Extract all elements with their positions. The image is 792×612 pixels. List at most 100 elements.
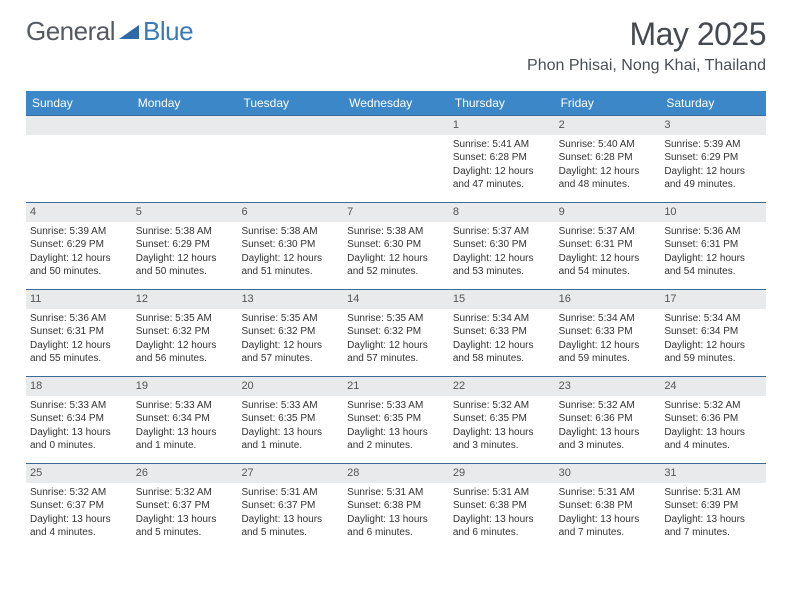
daylight-line: Daylight: 12 hours and 49 minutes. bbox=[664, 165, 762, 192]
sunrise-line: Sunrise: 5:37 AM bbox=[453, 225, 551, 239]
daylight-line: Daylight: 13 hours and 6 minutes. bbox=[453, 513, 551, 540]
sunrise-line: Sunrise: 5:35 AM bbox=[347, 312, 445, 326]
day-number bbox=[343, 116, 449, 135]
calendar-cell: 5Sunrise: 5:38 AMSunset: 6:29 PMDaylight… bbox=[132, 203, 238, 289]
sunrise-line: Sunrise: 5:33 AM bbox=[136, 399, 234, 413]
calendar-cell: 29Sunrise: 5:31 AMSunset: 6:38 PMDayligh… bbox=[449, 464, 555, 550]
day-number: 10 bbox=[660, 203, 766, 222]
sunrise-line: Sunrise: 5:35 AM bbox=[136, 312, 234, 326]
sunrise-line: Sunrise: 5:31 AM bbox=[559, 486, 657, 500]
calendar-week: 18Sunrise: 5:33 AMSunset: 6:34 PMDayligh… bbox=[26, 376, 766, 463]
daylight-line: Daylight: 13 hours and 1 minute. bbox=[136, 426, 234, 453]
calendar-cell: 18Sunrise: 5:33 AMSunset: 6:34 PMDayligh… bbox=[26, 377, 132, 463]
sunset-line: Sunset: 6:34 PM bbox=[664, 325, 762, 339]
sunset-line: Sunset: 6:30 PM bbox=[347, 238, 445, 252]
day-number: 1 bbox=[449, 116, 555, 135]
calendar-cell: 21Sunrise: 5:33 AMSunset: 6:35 PMDayligh… bbox=[343, 377, 449, 463]
calendar-body: 1Sunrise: 5:41 AMSunset: 6:28 PMDaylight… bbox=[26, 115, 766, 550]
calendar-cell bbox=[237, 116, 343, 202]
sunset-line: Sunset: 6:28 PM bbox=[453, 151, 551, 165]
day-number: 7 bbox=[343, 203, 449, 222]
calendar-cell: 19Sunrise: 5:33 AMSunset: 6:34 PMDayligh… bbox=[132, 377, 238, 463]
location: Phon Phisai, Nong Khai, Thailand bbox=[527, 57, 766, 75]
sunset-line: Sunset: 6:38 PM bbox=[559, 499, 657, 513]
day-number: 15 bbox=[449, 290, 555, 309]
sunrise-line: Sunrise: 5:33 AM bbox=[30, 399, 128, 413]
day-number bbox=[237, 116, 343, 135]
title-block: May 2025 Phon Phisai, Nong Khai, Thailan… bbox=[527, 16, 766, 75]
calendar-cell: 14Sunrise: 5:35 AMSunset: 6:32 PMDayligh… bbox=[343, 290, 449, 376]
sunset-line: Sunset: 6:33 PM bbox=[559, 325, 657, 339]
calendar-cell: 8Sunrise: 5:37 AMSunset: 6:30 PMDaylight… bbox=[449, 203, 555, 289]
calendar-cell: 25Sunrise: 5:32 AMSunset: 6:37 PMDayligh… bbox=[26, 464, 132, 550]
daylight-line: Daylight: 12 hours and 50 minutes. bbox=[136, 252, 234, 279]
day-header-cell: Saturday bbox=[660, 91, 766, 115]
daylight-line: Daylight: 12 hours and 55 minutes. bbox=[30, 339, 128, 366]
daylight-line: Daylight: 13 hours and 7 minutes. bbox=[559, 513, 657, 540]
daylight-line: Daylight: 12 hours and 53 minutes. bbox=[453, 252, 551, 279]
calendar-cell: 24Sunrise: 5:32 AMSunset: 6:36 PMDayligh… bbox=[660, 377, 766, 463]
sunset-line: Sunset: 6:36 PM bbox=[559, 412, 657, 426]
sunrise-line: Sunrise: 5:33 AM bbox=[347, 399, 445, 413]
sunset-line: Sunset: 6:38 PM bbox=[453, 499, 551, 513]
calendar-cell: 7 Sunrise: 5:38 AMSunset: 6:30 PMDaylight… bbox=[343, 203, 449, 289]
sunrise-line: Sunrise: 5:31 AM bbox=[241, 486, 339, 500]
calendar-week: 1Sunrise: 5:41 AMSunset: 6:28 PMDaylight… bbox=[26, 115, 766, 202]
daylight-line: Daylight: 13 hours and 3 minutes. bbox=[453, 426, 551, 453]
sunset-line: Sunset: 6:31 PM bbox=[30, 325, 128, 339]
calendar-cell: 11Sunrise: 5:36 AMSunset: 6:31 PMDayligh… bbox=[26, 290, 132, 376]
calendar-cell bbox=[26, 116, 132, 202]
calendar-cell: 13Sunrise: 5:35 AMSunset: 6:32 PMDayligh… bbox=[237, 290, 343, 376]
day-number: 3 bbox=[660, 116, 766, 135]
day-number: 26 bbox=[132, 464, 238, 483]
daylight-line: Daylight: 13 hours and 4 minutes. bbox=[30, 513, 128, 540]
sunrise-line: Sunrise: 5:31 AM bbox=[347, 486, 445, 500]
logo-triangle-icon bbox=[119, 23, 141, 41]
day-number: 31 bbox=[660, 464, 766, 483]
day-number: 16 bbox=[555, 290, 661, 309]
logo-text-blue: Blue bbox=[143, 16, 193, 47]
daylight-line: Daylight: 13 hours and 5 minutes. bbox=[136, 513, 234, 540]
daylight-line: Daylight: 12 hours and 59 minutes. bbox=[559, 339, 657, 366]
day-number: 11 bbox=[26, 290, 132, 309]
day-number: 5 bbox=[132, 203, 238, 222]
logo-text-general: General bbox=[26, 16, 115, 47]
calendar-cell: 1Sunrise: 5:41 AMSunset: 6:28 PMDaylight… bbox=[449, 116, 555, 202]
day-number: 23 bbox=[555, 377, 661, 396]
sunset-line: Sunset: 6:34 PM bbox=[136, 412, 234, 426]
calendar-cell: 23Sunrise: 5:32 AMSunset: 6:36 PMDayligh… bbox=[555, 377, 661, 463]
sunset-line: Sunset: 6:33 PM bbox=[453, 325, 551, 339]
sunrise-line: Sunrise: 5:38 AM bbox=[241, 225, 339, 239]
sunrise-line: Sunrise: 5:38 AM bbox=[347, 225, 445, 239]
daylight-line: Daylight: 12 hours and 52 minutes. bbox=[347, 252, 445, 279]
sunrise-line: Sunrise: 5:31 AM bbox=[453, 486, 551, 500]
sunset-line: Sunset: 6:35 PM bbox=[241, 412, 339, 426]
daylight-line: Daylight: 12 hours and 51 minutes. bbox=[241, 252, 339, 279]
calendar-cell: 12Sunrise: 5:35 AMSunset: 6:32 PMDayligh… bbox=[132, 290, 238, 376]
sunrise-line: Sunrise: 5:40 AM bbox=[559, 138, 657, 152]
day-number: 12 bbox=[132, 290, 238, 309]
sunrise-line: Sunrise: 5:32 AM bbox=[136, 486, 234, 500]
day-number bbox=[132, 116, 238, 135]
sunrise-line: Sunrise: 5:32 AM bbox=[559, 399, 657, 413]
day-number: 18 bbox=[26, 377, 132, 396]
calendar-cell: 30Sunrise: 5:31 AMSunset: 6:38 PMDayligh… bbox=[555, 464, 661, 550]
calendar-cell: 26Sunrise: 5:32 AMSunset: 6:37 PMDayligh… bbox=[132, 464, 238, 550]
calendar-week: 4Sunrise: 5:39 AMSunset: 6:29 PMDaylight… bbox=[26, 202, 766, 289]
daylight-line: Daylight: 12 hours and 58 minutes. bbox=[453, 339, 551, 366]
sunset-line: Sunset: 6:29 PM bbox=[136, 238, 234, 252]
daylight-line: Daylight: 13 hours and 2 minutes. bbox=[347, 426, 445, 453]
day-number: 4 bbox=[26, 203, 132, 222]
sunrise-line: Sunrise: 5:31 AM bbox=[664, 486, 762, 500]
calendar: SundayMondayTuesdayWednesdayThursdayFrid… bbox=[26, 91, 766, 550]
calendar-cell: 28Sunrise: 5:31 AMSunset: 6:38 PMDayligh… bbox=[343, 464, 449, 550]
calendar-cell bbox=[343, 116, 449, 202]
calendar-cell: 31Sunrise: 5:31 AMSunset: 6:39 PMDayligh… bbox=[660, 464, 766, 550]
daylight-line: Daylight: 12 hours and 56 minutes. bbox=[136, 339, 234, 366]
daylight-line: Daylight: 13 hours and 4 minutes. bbox=[664, 426, 762, 453]
day-number: 22 bbox=[449, 377, 555, 396]
day-header-cell: Wednesday bbox=[343, 91, 449, 115]
sunrise-line: Sunrise: 5:32 AM bbox=[30, 486, 128, 500]
day-number: 27 bbox=[237, 464, 343, 483]
day-number: 6 bbox=[237, 203, 343, 222]
